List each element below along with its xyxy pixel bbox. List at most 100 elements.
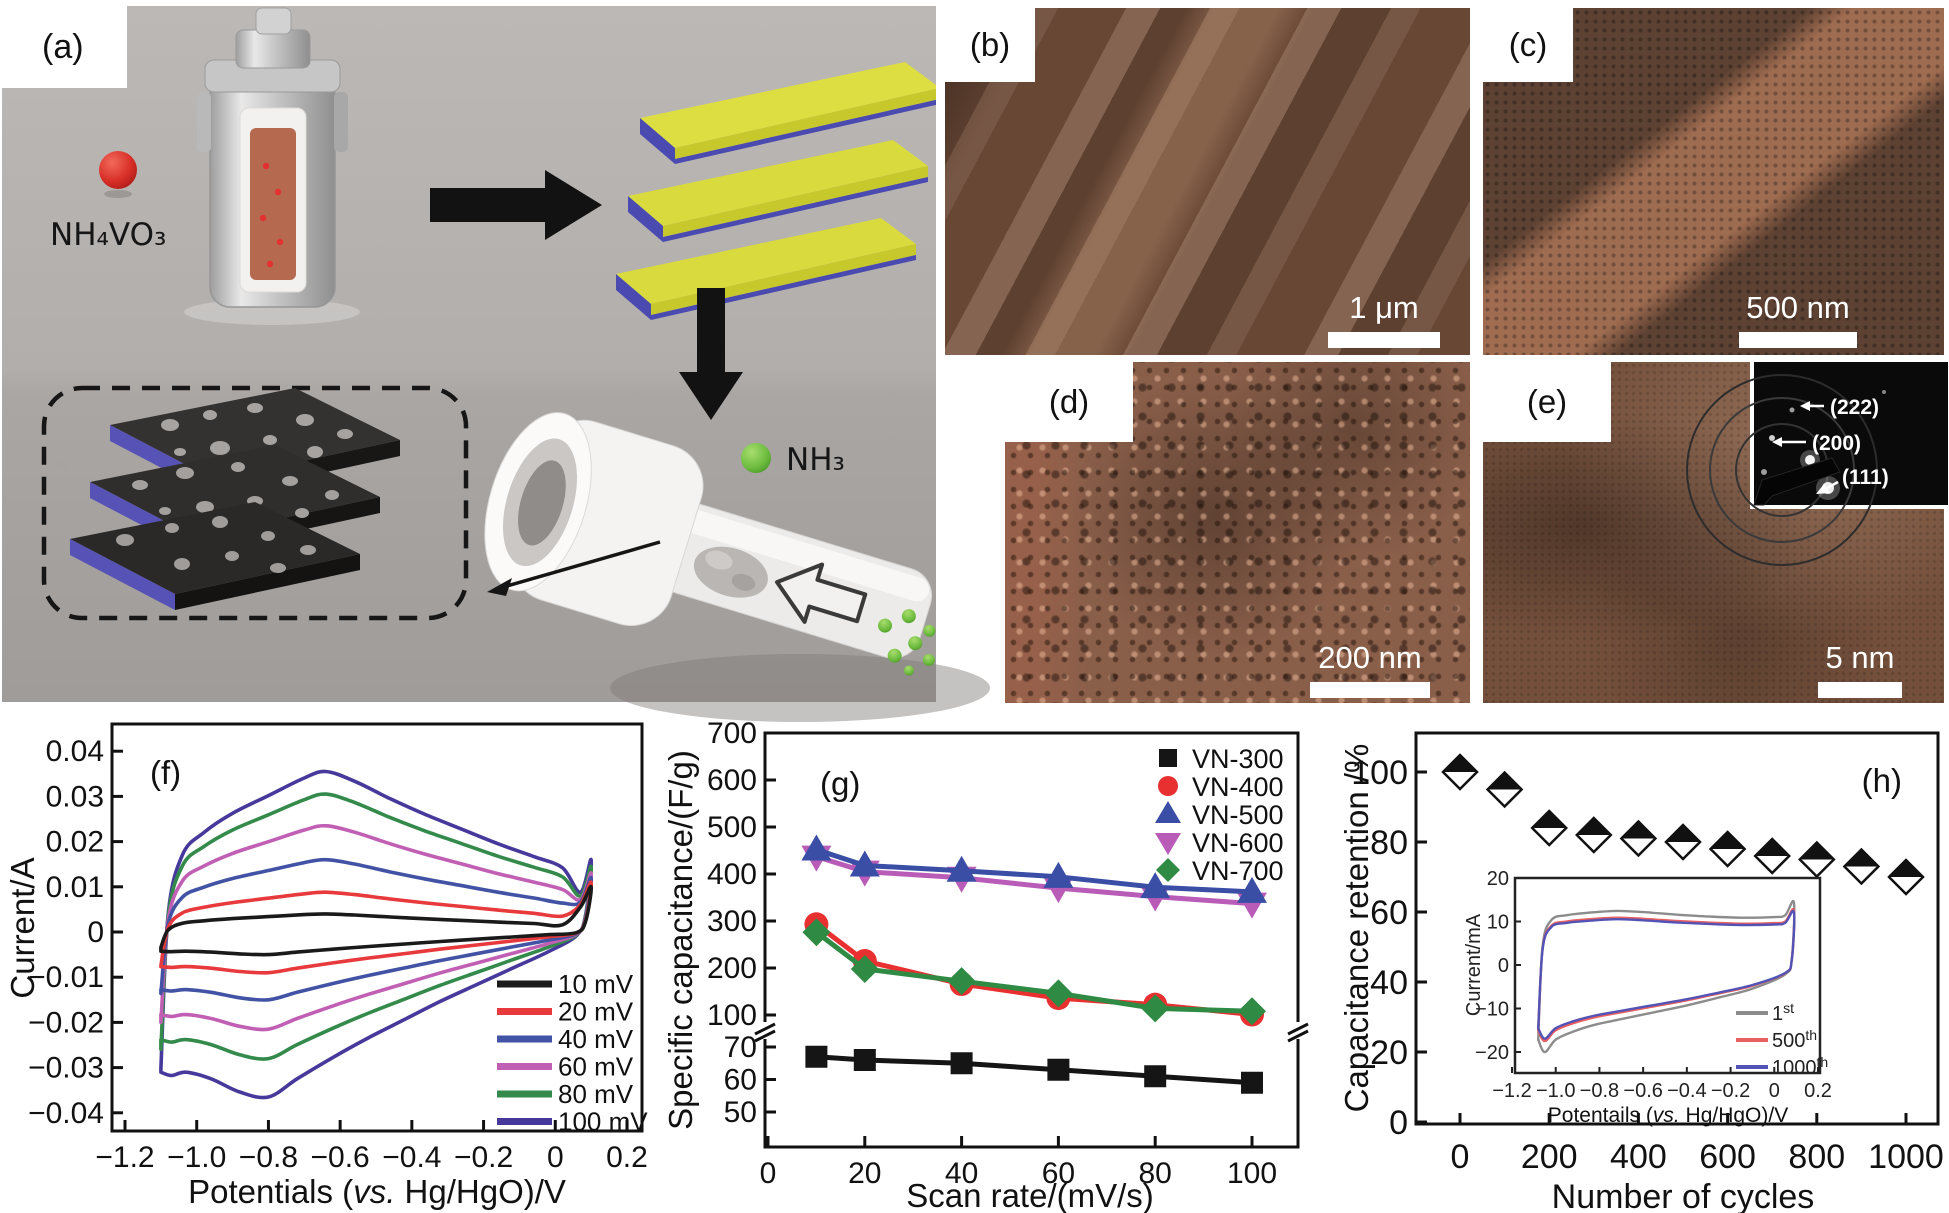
inset-tick-label: −1.2 (1492, 1080, 1531, 1102)
cv-curve-20mV (159, 880, 594, 975)
inset-tick-label: 0.2 (1804, 1080, 1832, 1102)
axis-tick-label: 400 (707, 858, 757, 891)
inset-y-axis-label: Current/mA (1463, 913, 1485, 1016)
scale-bar-text: 200 nm (1318, 640, 1422, 675)
axis-tick-label: 80 (1370, 824, 1408, 862)
marker-square (853, 1049, 876, 1071)
marker-diamond (1238, 997, 1266, 1026)
axis-tick-label: 700 (707, 717, 757, 750)
inset-tick-label: −1.0 (1536, 1080, 1575, 1102)
nh3-sphere-icon (741, 443, 771, 473)
panel-label-g: (g) (820, 765, 860, 802)
inset-cv-curve-1000 (1537, 909, 1796, 1040)
axis-tick-label: 0 (1389, 1104, 1408, 1142)
axis-tick-label: 500 (707, 811, 757, 844)
tem-image-d: (d) 200 nm (1005, 362, 1470, 703)
scale-bar-text: 5 nm (1825, 640, 1895, 675)
sem-image-c: (c) 500 nm (1483, 8, 1944, 355)
retention-point-top (1844, 849, 1879, 867)
marker-triangle-up (946, 855, 977, 882)
retention-point-top (1621, 821, 1656, 839)
cv-scan-rate-chart: 0.04 0.03 0.02 0.01 0 −0.01 −0.02 −0.03 −0.04 −1.… (4, 722, 648, 1210)
axis-tick-label: 200 (707, 952, 757, 985)
axis-tick-label: 0.02 (46, 826, 104, 859)
axis-tick-label: 60 (1042, 1157, 1075, 1190)
marker-square (1241, 1071, 1263, 1094)
gas-dots-icon (878, 609, 936, 676)
retention-point-top (1532, 811, 1567, 828)
axis-tick-label: 100 (1227, 1157, 1277, 1190)
legend-label: 60 mV (558, 1052, 634, 1082)
x-axis-label: Potentials (vs. Hg/HgO)/V (188, 1173, 566, 1210)
inset-tick-label: 20 (1487, 868, 1509, 890)
y-axis-label: Capacitance retention /% (1338, 744, 1375, 1113)
inset-tick-label: −10 (1475, 999, 1509, 1021)
marker-triangle-up (1237, 876, 1267, 903)
inset-x-axis-label: Potentails (vs. Hg/HgO)/V (1548, 1104, 1788, 1127)
axis-tick-label: −1.0 (167, 1141, 226, 1174)
diffraction-label-200: (200) (1812, 432, 1861, 455)
porous-sheets-icon (53, 388, 400, 610)
axis-tick-label: 0 (1451, 1138, 1470, 1176)
inset-legend-label: 1st (1772, 1000, 1794, 1025)
inset-tick-label: −0.6 (1623, 1080, 1662, 1102)
cv-curve-80mV (159, 792, 594, 1061)
synthesis-schematic: (a) NH₄VO₃ (0, 0, 990, 722)
scale-bar-text: 1 μm (1349, 290, 1419, 325)
layered-sheets-icon (616, 62, 936, 320)
retention-point-top (1666, 825, 1700, 842)
axis-tick-label: 0.2 (606, 1141, 648, 1174)
legend-label: VN-600 (1192, 828, 1284, 858)
marker-diamond (802, 918, 831, 947)
axis-tick-label: 0.04 (46, 735, 104, 768)
panel-label-e: (e) (1483, 362, 1611, 442)
scale-bar-line (1739, 332, 1857, 348)
axis-tick-label: 600 (707, 764, 757, 797)
diffraction-label-222: (222) (1830, 396, 1879, 419)
marker-square (1159, 749, 1177, 767)
axis-tick-label: −0.2 (454, 1141, 513, 1174)
axis-tick-label: 100 (707, 999, 757, 1032)
retention-point-top (1889, 860, 1923, 877)
scale-bar-line (1328, 332, 1440, 348)
marker-diamond (1141, 994, 1170, 1023)
retention-point-top (1487, 772, 1522, 790)
axis-tick-label: −0.03 (28, 1052, 104, 1085)
pointer-arrow-icon (487, 540, 661, 596)
legend-label: 100 mV (558, 1107, 648, 1137)
series-line-VN-500 (815, 847, 1253, 895)
axis-tick-label: 60 (724, 1064, 757, 1097)
panel-label-f: (f) (150, 754, 181, 791)
legend-label: 40 mV (558, 1024, 634, 1054)
axis-tick-label: 0.03 (46, 780, 104, 813)
tube-furnace-icon (484, 412, 936, 676)
axis-tick-label: 600 (1699, 1138, 1756, 1176)
retention-point-top (1710, 832, 1745, 849)
axis-tick-label: 0 (547, 1141, 564, 1174)
scale-bar-b: 1 μm (1328, 290, 1440, 348)
inset-cv-curve-1 (1537, 899, 1796, 1054)
inset-tick-label: 0 (1769, 1080, 1780, 1102)
sem-image-b: (b) 1 μm (945, 8, 1470, 355)
arrow-right-icon (430, 170, 602, 240)
marker-triangle-up (1043, 861, 1074, 888)
legend-label: VN-700 (1192, 856, 1284, 886)
marker-triangle-up (801, 834, 832, 861)
axis-tick-label: −0.6 (311, 1141, 370, 1174)
cv-curve-100mV (159, 769, 594, 1100)
inset-tick-label: 0 (1498, 955, 1509, 977)
axis-tick-label: 20 (848, 1157, 881, 1190)
cv-curve-10mV (159, 884, 594, 957)
marker-square (805, 1045, 828, 1068)
inset-tick-label: −20 (1475, 1042, 1509, 1064)
axis-tick-label: 40 (945, 1157, 978, 1190)
inset-tick-label: −0.2 (1711, 1080, 1750, 1102)
legend-label: 20 mV (558, 997, 634, 1027)
y-axis-label: Current/A (4, 857, 41, 998)
axis-tick-label: 0 (760, 1157, 777, 1190)
sample-icon (693, 546, 768, 598)
product-dashed-box (41, 385, 469, 621)
panel-label-b: (b) (945, 8, 1035, 82)
marker-diamond (947, 967, 976, 996)
